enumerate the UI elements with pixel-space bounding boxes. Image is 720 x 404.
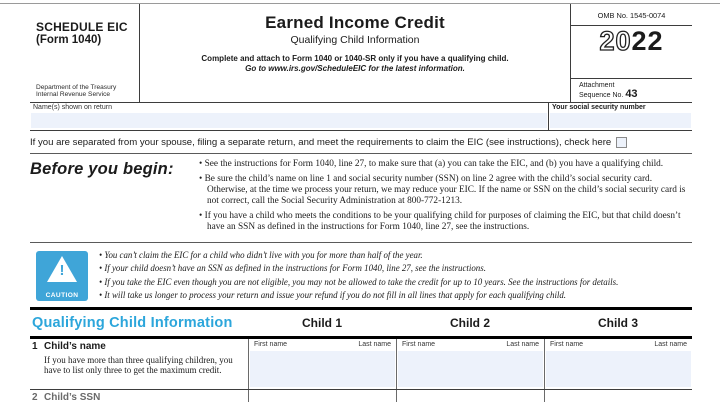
caution-bullets: You can’t claim the EIC for a child who … <box>98 248 692 302</box>
ssn-field-cell: Your social security number <box>548 103 692 130</box>
separated-clause-row: If you are separated from your spouse, f… <box>30 131 692 154</box>
agency-lines: Department of the Treasury Internal Reve… <box>36 84 136 99</box>
child1-first-name-label: First name <box>254 340 288 348</box>
byb-bullet-1: See the instructions for Form 1040, line… <box>197 159 692 170</box>
child1-ssn-cell[interactable] <box>248 389 396 402</box>
child2-name-cell: First name Last name <box>396 338 544 389</box>
before-you-begin-section: Before you begin: See the instructions f… <box>30 154 692 244</box>
child2-first-name-label: First name <box>402 340 436 348</box>
byb-bullet-3: If you have a child who meets the condit… <box>197 211 692 234</box>
caution-bullet-3: If you take the EIC even though you are … <box>98 276 692 289</box>
column-header-child-3: Child 3 <box>597 316 638 331</box>
caution-icon-label: CAUTION <box>45 292 79 300</box>
name-field-label: Name(s) shown on return <box>33 104 112 111</box>
before-you-begin-bullets: See the instructions for Form 1040, line… <box>197 159 692 237</box>
agency-line-2: Internal Revenue Service <box>36 91 111 99</box>
attachment-sequence: Attachment Sequence No. 43 <box>571 79 692 102</box>
attachment-line-2: Sequence No. 43 <box>579 88 638 100</box>
form-header-right: OMB No. 1545-0074 2022 Attachment Sequen… <box>570 4 692 102</box>
goto-instruction: Go to www.irs.gov/ScheduleEIC for the la… <box>245 64 465 73</box>
agency-line-1: Department of the Treasury <box>36 83 117 91</box>
child3-ssn-cell[interactable] <box>544 389 692 402</box>
child3-name-input[interactable] <box>546 350 691 387</box>
caution-icon: ! CAUTION <box>36 251 88 302</box>
child2-last-name-label: Last name <box>506 340 539 348</box>
form-title: Earned Income Credit <box>265 13 445 32</box>
row1-number: 1 <box>32 340 38 352</box>
caution-triangle-icon <box>47 256 77 283</box>
tax-year-suffix: 22 <box>631 26 664 56</box>
schedule-title: SCHEDULE EIC <box>36 20 128 34</box>
row2-label-cell: 2 Child’s SSN <box>30 390 248 403</box>
table-row-childs-ssn: 2 Child’s SSN <box>30 389 692 403</box>
attachment-line-1: Attachment <box>579 82 615 89</box>
byb-bullet-2: Be sure the child’s name on line 1 and s… <box>197 174 692 208</box>
child2-name-input[interactable] <box>398 350 543 387</box>
caution-bullet-2: If your child doesn’t have an SSN as def… <box>98 262 692 275</box>
attach-instruction: Complete and attach to Form 1040 or 1040… <box>201 54 509 63</box>
page-top-rule <box>0 3 720 4</box>
child3-name-cell: First name Last name <box>544 338 692 389</box>
form-header-left: SCHEDULE EIC (Form 1040) Department of t… <box>30 4 140 102</box>
row1-label-cell: 1 Child’s name If you have more than thre… <box>30 339 248 389</box>
caution-bullet-1: You can’t claim the EIC for a child who … <box>98 249 692 262</box>
form-header: SCHEDULE EIC (Form 1040) Department of t… <box>30 4 692 103</box>
table-row-childs-name: 1 Child’s name If you have more than thre… <box>30 338 692 390</box>
ssn-input[interactable] <box>550 113 691 128</box>
before-you-begin-heading: Before you begin: <box>30 160 174 178</box>
column-header-child-2: Child 2 <box>449 316 490 331</box>
form-number: (Form 1040) <box>36 34 102 46</box>
ssn-field-label: Your social security number <box>552 104 646 111</box>
section-divider-bar <box>30 307 692 311</box>
caution-exclamation: ! <box>59 262 65 280</box>
row1-label: Child’s name <box>44 340 106 352</box>
tax-year: 2022 <box>571 25 692 79</box>
qualifying-child-header-row: Qualifying Child Information Child 1 Chi… <box>30 310 692 336</box>
child1-name-cell: First name Last name <box>248 338 396 389</box>
identity-row: Name(s) shown on return Your social secu… <box>30 103 692 131</box>
row1-note: If you have more than three qualifying c… <box>44 354 233 376</box>
row2-number: 2 <box>32 391 38 403</box>
row2-label: Child’s SSN <box>44 391 101 403</box>
child2-ssn-cell[interactable] <box>396 389 544 402</box>
table-top-bar <box>30 336 692 339</box>
child3-first-name-label: First name <box>550 340 584 348</box>
child1-name-input[interactable] <box>250 350 395 387</box>
tax-year-prefix: 20 <box>599 25 632 56</box>
name-field-cell: Name(s) shown on return <box>30 103 548 130</box>
form-subtitle: Qualifying Child Information <box>290 34 420 46</box>
name-input[interactable] <box>31 113 547 128</box>
form-header-center: Earned Income Credit Qualifying Child In… <box>140 4 570 102</box>
child1-last-name-label: Last name <box>358 340 391 348</box>
caution-bullet-4: It will take us longer to process your r… <box>98 289 692 302</box>
child3-last-name-label: Last name <box>654 340 687 348</box>
sequence-number: 43 <box>625 88 638 100</box>
section-title: Qualifying Child Information <box>32 315 233 332</box>
schedule-eic-form: SCHEDULE EIC (Form 1040) Department of t… <box>30 4 692 403</box>
column-header-child-1: Child 1 <box>301 316 342 331</box>
separated-clause-text: If you are separated from your spouse, f… <box>30 136 612 148</box>
omb-number: OMB No. 1545-0074 <box>571 4 692 26</box>
caution-section: ! CAUTION You can’t claim the EIC for a … <box>30 243 692 307</box>
separated-checkbox[interactable] <box>616 136 628 148</box>
